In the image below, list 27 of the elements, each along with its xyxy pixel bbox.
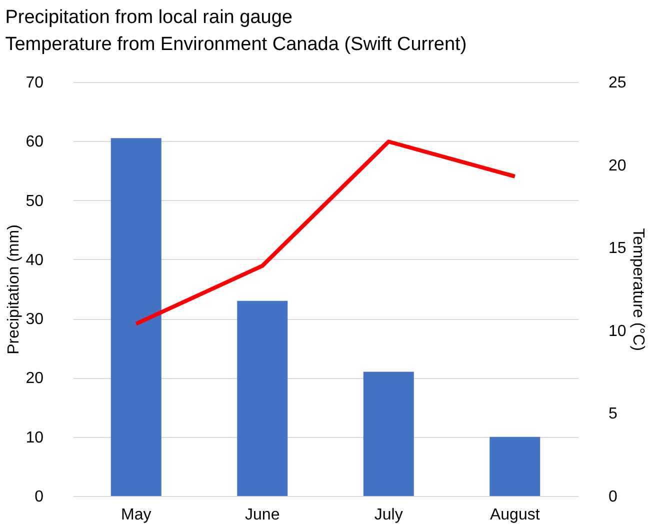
line-series [134,140,517,326]
y-axis-title: Precipitation (mm) [6,224,23,354]
y-tick-label: 30 [26,311,44,328]
y-tick-label: 0 [34,488,44,506]
bar [237,300,288,496]
y-tick-label: 20 [26,370,44,388]
y-tick-label: 50 [26,192,44,210]
x-tick-label: May [121,506,152,524]
y2-tick-label: 0 [608,488,618,506]
y2-tick-label: 15 [608,240,626,258]
y2-tick-label: 5 [608,406,618,423]
chart-subtitle: Temperature from Environment Canada (Swift Current) [5,34,467,55]
x-tick-label: July [374,506,403,524]
y2-tick-label: 25 [608,74,626,92]
y-tick-label: 70 [26,74,44,92]
bar [110,138,162,496]
y2-tick-label: 20 [608,157,626,174]
chart-title: Precipitation from local rain gauge [5,7,292,28]
x-tick-label: June [245,506,280,524]
y-tick-label: 10 [26,429,44,446]
y2-tick-label: 10 [608,322,626,340]
x-tick-label: August [490,506,540,524]
y2-axis-title: Temperature (°C) [629,228,646,351]
bar [363,372,414,496]
y-tick-label: 40 [26,252,44,269]
y-tick-label: 60 [26,134,44,151]
bar [490,436,540,496]
